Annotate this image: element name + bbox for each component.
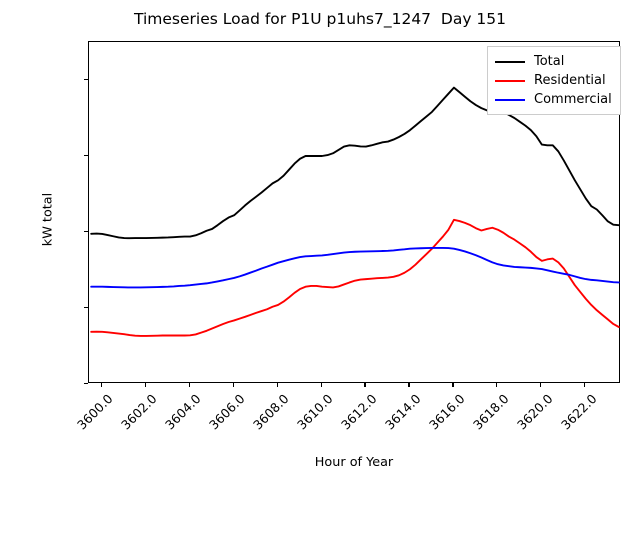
plot-svg xyxy=(90,86,620,337)
legend-swatch-commercial xyxy=(495,98,525,101)
legend-label-residential: Residential xyxy=(534,73,606,88)
chart-figure: Timeseries Load for P1U p1uhs7_1247 Day … xyxy=(40,10,621,470)
chart-legend: Total Residential Commercial xyxy=(487,46,621,115)
legend-item-commercial: Commercial xyxy=(495,90,612,109)
chart-title: Timeseries Load for P1U p1uhs7_1247 Day … xyxy=(133,10,507,28)
series-line-residential xyxy=(90,218,620,337)
legend-label-total: Total xyxy=(534,54,565,69)
legend-item-residential: Residential xyxy=(495,71,612,90)
x-axis-label: Hour of Year xyxy=(314,455,394,470)
series-lines xyxy=(90,86,620,337)
y-axis-label: kW total xyxy=(40,192,56,247)
legend-swatch-total xyxy=(495,60,525,63)
legend-item-total: Total xyxy=(495,52,612,71)
legend-label-commercial: Commercial xyxy=(534,92,612,107)
series-line-total xyxy=(90,86,620,240)
legend-swatch-residential xyxy=(495,79,525,82)
series-line-commercial xyxy=(90,247,620,289)
